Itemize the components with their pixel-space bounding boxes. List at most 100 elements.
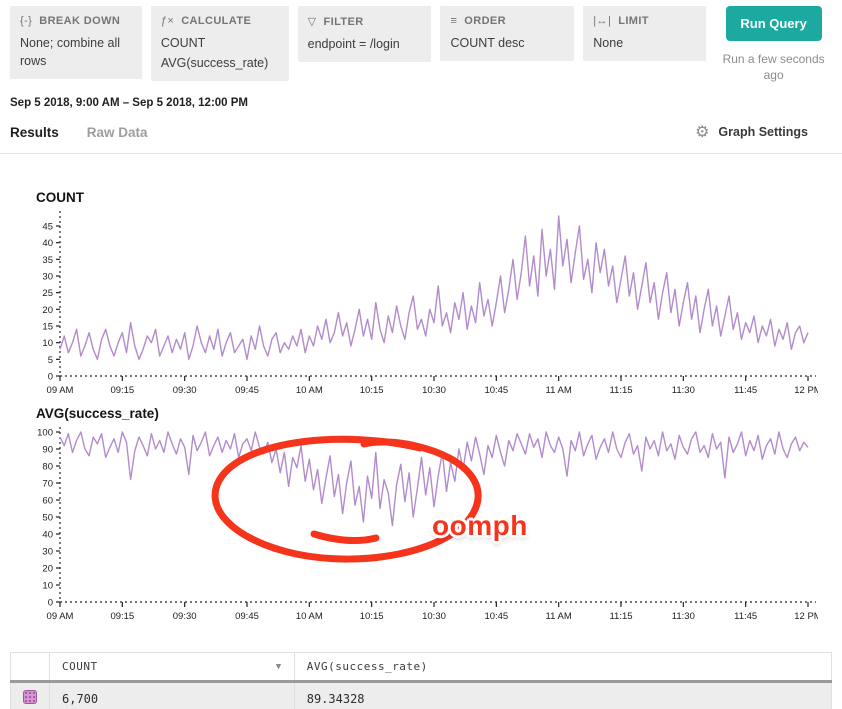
- svg-text:11:45: 11:45: [734, 385, 757, 396]
- table-row[interactable]: 6,700 89.34328: [10, 681, 833, 709]
- svg-text:100: 100: [37, 428, 53, 439]
- svg-text:10:30: 10:30: [422, 611, 446, 622]
- calculate-title: ƒ× CALCULATE: [161, 15, 279, 27]
- time-range[interactable]: Sep 5 2018, 9:00 AM – Sep 5 2018, 12:00 …: [10, 97, 249, 110]
- svg-text:25: 25: [42, 288, 53, 299]
- tab-raw-data[interactable]: Raw Data: [86, 124, 148, 140]
- funnel-icon: ▽: [307, 16, 317, 28]
- series-swatch[interactable]: [23, 690, 37, 705]
- tab-results[interactable]: Results: [10, 124, 59, 140]
- tabs-divider: [0, 153, 842, 155]
- svg-text:10:30: 10:30: [422, 385, 446, 396]
- svg-text:10 AM: 10 AM: [296, 611, 323, 622]
- svg-text:0: 0: [48, 598, 53, 609]
- svg-text:09 AM: 09 AM: [47, 611, 74, 622]
- calculate-value-count: COUNT: [160, 36, 206, 50]
- break-down-label: BREAK DOWN: [39, 15, 121, 27]
- svg-text:15: 15: [42, 322, 53, 333]
- calculate-value-avg: AVG(success_rate): [160, 56, 269, 71]
- svg-text:60: 60: [42, 496, 53, 507]
- order-value: COUNT desc: [450, 36, 525, 50]
- count-chart-section: COUNT 0 5 10 15 20 25 30 35 40 45 09 AM 09:15 09:30 0…: [24, 190, 818, 402]
- limit-value: None: [593, 36, 624, 50]
- svg-text:70: 70: [42, 479, 53, 490]
- count-chart-title: COUNT: [36, 190, 84, 206]
- svg-text:11:45: 11:45: [734, 611, 757, 622]
- svg-text:40: 40: [42, 530, 53, 541]
- row-selector-header[interactable]: [10, 652, 50, 684]
- results-table: COUNT ▼ AVG(success_rate) 6,700 89.34328: [10, 652, 833, 709]
- svg-text:45: 45: [42, 222, 53, 233]
- run-status-text: Run a few seconds ago: [722, 52, 825, 82]
- filter-card[interactable]: ▽ FILTER endpoint = /login: [297, 6, 432, 63]
- sort-desc-icon[interactable]: ▼: [275, 662, 282, 673]
- graph-settings-button[interactable]: ⚙ Graph Settings: [695, 122, 832, 142]
- svg-text:09:15: 09:15: [110, 385, 134, 396]
- svg-text:09:30: 09:30: [173, 385, 197, 396]
- break-down-value: None; combine all rows: [20, 36, 121, 69]
- svg-text:09:45: 09:45: [235, 611, 259, 622]
- order-label: ORDER: [464, 15, 507, 27]
- svg-text:90: 90: [42, 445, 53, 456]
- order-title: ≡ ORDER: [450, 15, 564, 27]
- svg-text:09:15: 09:15: [110, 611, 134, 622]
- svg-text:12 PM: 12 PM: [794, 611, 818, 622]
- svg-text:20: 20: [42, 305, 53, 316]
- svg-text:10:15: 10:15: [360, 611, 384, 622]
- svg-text:11:30: 11:30: [672, 611, 695, 622]
- svg-text:0: 0: [48, 372, 53, 383]
- svg-text:35: 35: [42, 255, 53, 266]
- svg-text:11:30: 11:30: [672, 385, 695, 396]
- avg-success-rate-chart-section: AVG(success_rate) 0 10 20 30 40 50 60 70 80 90 100…: [24, 406, 818, 628]
- filter-label: FILTER: [323, 15, 364, 28]
- svg-text:40: 40: [42, 238, 53, 249]
- svg-text:10 AM: 10 AM: [296, 385, 323, 396]
- svg-text:20: 20: [42, 564, 53, 575]
- avg-chart-title: AVG(success_rate): [36, 406, 159, 422]
- results-table-header-row: COUNT ▼ AVG(success_rate): [10, 652, 833, 684]
- function-icon: ƒ×: [160, 15, 175, 27]
- row-swatch-cell[interactable]: [10, 681, 50, 709]
- run-query-area: Run Query Run a few seconds ago: [715, 6, 832, 83]
- svg-text:10:15: 10:15: [360, 385, 384, 396]
- svg-text:30: 30: [42, 272, 53, 283]
- limit-title: |↔| LIMIT: [593, 15, 696, 27]
- count-chart[interactable]: 0 5 10 15 20 25 30 35 40 45 09 AM 09:15 09:30 09:45 10…: [24, 208, 818, 402]
- limit-label: LIMIT: [618, 15, 649, 27]
- count-column-header[interactable]: COUNT ▼: [49, 652, 295, 684]
- avg-success-rate-chart[interactable]: 0 10 20 30 40 50 60 70 80 90 100 09 AM 09:15 09:30 09:…: [24, 424, 818, 628]
- break-down-card[interactable]: {-} BREAK DOWN None; combine all rows: [10, 6, 142, 80]
- query-builder-toolbar: {-} BREAK DOWN None; combine all rows ƒ×…: [0, 0, 842, 83]
- sort-lines-icon: ≡: [450, 15, 458, 27]
- svg-text:09:30: 09:30: [173, 611, 197, 622]
- calculate-card[interactable]: ƒ× CALCULATE COUNT AVG(success_rate): [150, 6, 289, 82]
- run-query-button[interactable]: Run Query: [725, 6, 822, 41]
- svg-text:80: 80: [42, 462, 53, 473]
- avg-value-cell: 89.34328: [293, 681, 833, 709]
- limit-card[interactable]: |↔| LIMIT None: [583, 6, 707, 62]
- svg-text:11 AM: 11 AM: [546, 611, 572, 622]
- order-card[interactable]: ≡ ORDER COUNT desc: [440, 6, 575, 62]
- svg-text:5: 5: [48, 355, 53, 366]
- count-value-cell: 6,700: [49, 681, 295, 709]
- svg-text:10: 10: [42, 338, 53, 349]
- tabs-row: Results Raw Data ⚙ Graph Settings: [0, 109, 842, 153]
- svg-text:11:15: 11:15: [609, 385, 632, 396]
- gear-icon: ⚙: [695, 124, 710, 142]
- svg-text:12 PM: 12 PM: [794, 385, 818, 396]
- svg-text:09:45: 09:45: [235, 385, 259, 396]
- svg-text:11:15: 11:15: [609, 611, 632, 622]
- svg-text:50: 50: [42, 513, 53, 524]
- svg-text:30: 30: [42, 547, 53, 558]
- filter-title: ▽ FILTER: [307, 15, 422, 29]
- svg-text:09 AM: 09 AM: [47, 385, 74, 396]
- svg-text:10:45: 10:45: [484, 385, 508, 396]
- break-down-title: {-} BREAK DOWN: [20, 15, 132, 27]
- svg-text:11 AM: 11 AM: [546, 385, 572, 396]
- svg-text:10: 10: [42, 581, 53, 592]
- limit-range-icon: |↔|: [593, 15, 612, 27]
- braces-icon: {-}: [20, 15, 33, 27]
- avg-column-header[interactable]: AVG(success_rate): [293, 652, 833, 684]
- filter-value: endpoint = /login: [307, 37, 400, 51]
- calculate-label: CALCULATE: [181, 15, 252, 27]
